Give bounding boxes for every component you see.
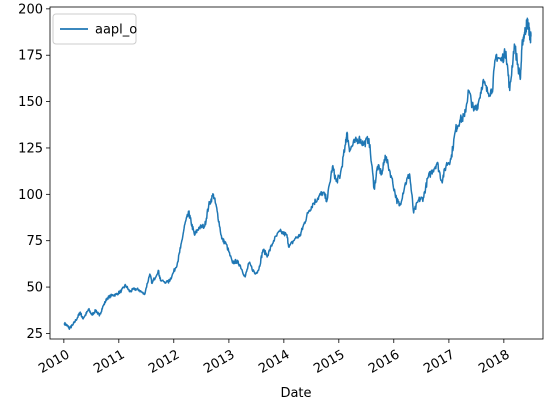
x-tick-label-2016: 2016 xyxy=(366,347,402,377)
x-axis-label: Date xyxy=(280,386,311,401)
y-tick-label-125: 125 xyxy=(18,141,43,156)
y-tick-label-50: 50 xyxy=(26,281,43,296)
y-tick-label-150: 150 xyxy=(18,95,43,110)
x-tick-label-2013: 2013 xyxy=(201,347,237,377)
x-tick-label-2018: 2018 xyxy=(476,347,512,377)
series-line-aapl_o xyxy=(63,17,532,331)
y-axis: 25 50 75 100 125 150 175 200 xyxy=(18,2,50,342)
x-tick-label-2012: 2012 xyxy=(146,347,182,377)
x-axis: 2010 2011 2012 2013 2014 2015 2016 2017 2018 xyxy=(36,339,512,377)
plot-frame xyxy=(49,6,544,340)
x-tick-label-2017: 2017 xyxy=(421,347,457,377)
y-tick-label-75: 75 xyxy=(26,234,43,249)
series-layer xyxy=(63,17,532,331)
x-tick-label-2010: 2010 xyxy=(36,347,72,377)
x-tick-label-2015: 2015 xyxy=(311,347,347,377)
plot-area xyxy=(50,7,543,339)
x-tick-label-2014: 2014 xyxy=(256,347,292,377)
y-tick-label-100: 100 xyxy=(18,188,43,203)
y-tick-label-175: 175 xyxy=(18,49,43,64)
legend: aapl_o xyxy=(52,13,137,45)
legend-box xyxy=(52,13,137,45)
y-tick-label-25: 25 xyxy=(26,327,43,342)
x-tick-label-2011: 2011 xyxy=(91,347,127,377)
y-tick-label-200: 200 xyxy=(18,2,43,17)
legend-label: aapl_o xyxy=(95,23,137,38)
